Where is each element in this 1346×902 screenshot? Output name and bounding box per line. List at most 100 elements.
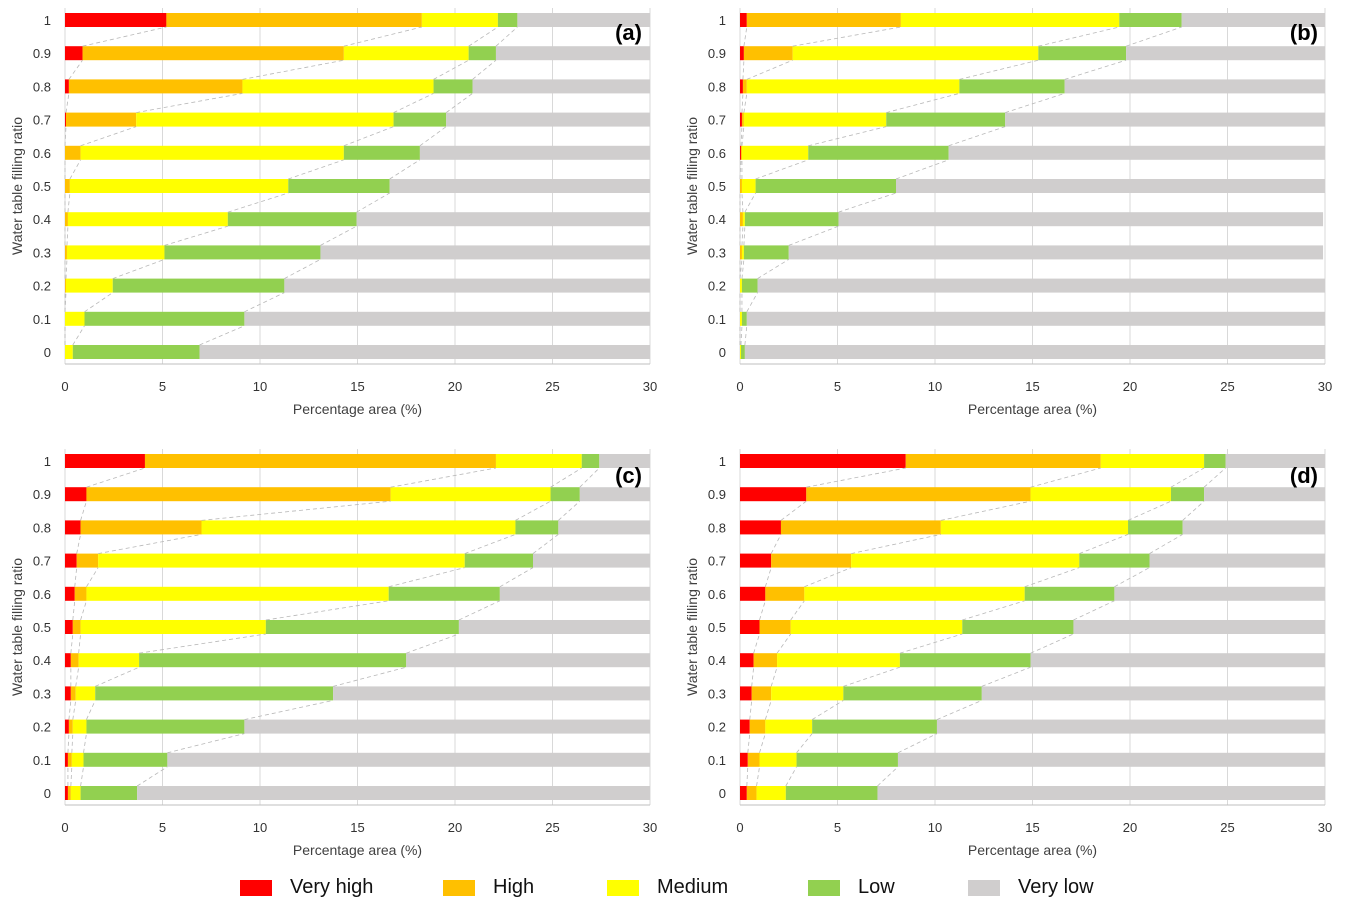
panel-c-bar-very-low-0.9 xyxy=(579,487,650,502)
panel-c-bar-very-high-0.9 xyxy=(65,487,87,502)
panel-d-bar-very-low-0.5 xyxy=(1073,620,1325,634)
panel-b-bar-very-high-0.9 xyxy=(740,46,744,61)
panel-a-series-connector xyxy=(64,292,67,312)
legend-item-low: Low xyxy=(808,876,895,899)
panel-b-bar-very-low-1 xyxy=(1181,13,1325,27)
panel-a-bar-low-0.3 xyxy=(164,245,321,260)
panel-d-bar-high-0.7 xyxy=(771,553,852,568)
panel-c-x-tick-label: 15 xyxy=(350,820,364,835)
panel-b-bar-medium-0.3 xyxy=(741,245,744,260)
panel-b-series-connector xyxy=(792,26,901,47)
panel-b-bar-low-0.3 xyxy=(743,245,789,260)
panel-a-y-tick-label: 0.5 xyxy=(33,179,51,194)
panel-a-bar-low-0.2 xyxy=(112,278,285,293)
panel-c-bar-high-0.3 xyxy=(70,686,76,701)
panel-c-bar-medium-0.5 xyxy=(80,620,266,634)
legend-label-low: Low xyxy=(858,876,895,898)
panel-a-series-connector xyxy=(84,292,113,313)
panel-b-bar-high-1 xyxy=(746,13,901,27)
panel-d-bar-very-low-0 xyxy=(877,786,1325,800)
panel-d-x-axis-title: Percentage area (%) xyxy=(968,842,1097,858)
panel-c-series-connector xyxy=(464,534,516,554)
panel-b-series-connector xyxy=(746,292,758,312)
panel-a-series-connector xyxy=(199,325,245,346)
panel-c-bar-very-high-0.8 xyxy=(65,520,81,535)
panel-d-y-tick-label: 0.6 xyxy=(708,587,726,602)
panel-c-bar-high-1 xyxy=(144,454,496,468)
panel-d-series-connector xyxy=(843,666,901,687)
panel-c-bar-high-0.7 xyxy=(76,553,99,568)
legend-item-medium: Medium xyxy=(607,876,728,899)
panel-d-series-connector xyxy=(759,733,766,753)
panel-a-bar-high-1 xyxy=(166,13,422,27)
panel-d-series-connector xyxy=(764,700,772,720)
panel-c-series-connector xyxy=(83,733,87,753)
panel-a-y-tick-label: 0.4 xyxy=(33,212,51,227)
panel-c-y-tick-label: 0.4 xyxy=(33,653,51,668)
panel-b-bar-high-0.6 xyxy=(740,145,742,160)
panel-c-series-connector xyxy=(72,600,76,621)
panel-b-x-tick-label: 25 xyxy=(1220,379,1234,394)
panel-d-series-connector xyxy=(851,534,941,554)
panel-d-bar-high-0.5 xyxy=(759,620,791,634)
panel-a-series-connector xyxy=(66,226,69,246)
panel-c-series-connector xyxy=(167,733,245,754)
panel-a-x-tick-label: 15 xyxy=(350,379,364,394)
panel-c-bar-high-0.2 xyxy=(68,719,73,734)
panel-c-series-connector xyxy=(80,501,87,521)
panel-c-series-connector xyxy=(333,666,407,687)
panel-b-series-connector xyxy=(743,26,748,47)
panel-d-bar-very-high-0.6 xyxy=(740,586,766,601)
panel-d-series-connector xyxy=(746,766,749,787)
panel-c-bar-low-0.8 xyxy=(515,520,559,535)
panel-d-bar-low-0.4 xyxy=(899,653,1031,668)
panel-b-bar-low-0.4 xyxy=(744,212,839,227)
panel-b-series-connector xyxy=(743,226,746,246)
panel-c-bar-low-0.4 xyxy=(139,653,407,668)
panel-a-bar-low-0 xyxy=(72,345,200,359)
panel-c-series-connector xyxy=(70,766,73,787)
panel-c-y-axis-title: Water table filling ratio xyxy=(9,558,25,696)
panel-b-bar-low-0.2 xyxy=(741,278,758,293)
panel-a-bar-very-low-0.1 xyxy=(244,311,650,326)
panel-c-bar-medium-0.3 xyxy=(75,686,96,701)
panel-a-series-connector xyxy=(433,59,469,80)
legend-item-very-high: Very high xyxy=(240,876,373,899)
panel-b-bar-low-0.8 xyxy=(959,79,1065,94)
panel-a-y-tick-label: 0.9 xyxy=(33,46,51,61)
panel-a-bar-medium-0.6 xyxy=(80,145,344,160)
panel-b-bar-very-low-0.4 xyxy=(838,212,1324,227)
panel-a-bar-medium-0.3 xyxy=(66,245,165,260)
panel-d-series-connector xyxy=(747,733,751,753)
panel-d-y-tick-label: 0.4 xyxy=(708,653,726,668)
panel-a-x-axis-title: Percentage area (%) xyxy=(293,401,422,417)
panel-a-series-connector xyxy=(343,26,422,47)
panel-c-bar-medium-0.4 xyxy=(78,653,140,668)
panel-a-bar-low-0.7 xyxy=(393,112,447,127)
panel-d-bar-medium-0 xyxy=(756,786,786,800)
panel-d-bar-very-low-0.7 xyxy=(1149,553,1325,568)
panel-b-bar-medium-0.6 xyxy=(741,145,809,160)
panel-d-x-tick-label: 25 xyxy=(1220,820,1234,835)
panel-d-bar-very-low-0.8 xyxy=(1182,520,1325,535)
panel-b-series-connector xyxy=(741,259,745,279)
panel-b-series-connector xyxy=(740,325,743,346)
panel-a-series-connector xyxy=(284,259,321,279)
panel-a-bar-very-low-1 xyxy=(517,13,650,27)
panel-d-y-tick-label: 0.1 xyxy=(708,753,726,768)
panel-d-series-connector xyxy=(749,700,753,720)
panel-c-y-tick-label: 0 xyxy=(44,786,51,801)
panel-b-bar-high-0.8 xyxy=(742,79,747,94)
panel-b-series-connector xyxy=(741,93,744,113)
panel-c-series-connector xyxy=(76,534,81,554)
panel-b-y-axis-title: Water table filling ratio xyxy=(684,117,700,255)
panel-a-series-connector xyxy=(67,192,71,213)
panel-a-y-tick-label: 0.3 xyxy=(33,245,51,260)
panel-d-series-connector xyxy=(790,600,805,621)
panel-c-bar-high-0.8 xyxy=(80,520,202,535)
panel-c-y-tick-label: 0.9 xyxy=(33,487,51,502)
panel-b-y-tick-label: 1 xyxy=(719,13,726,28)
panel-d-bar-low-0.1 xyxy=(796,752,898,767)
panel-b-series-connector xyxy=(1064,59,1127,80)
panel-c-series-connector xyxy=(515,500,551,521)
